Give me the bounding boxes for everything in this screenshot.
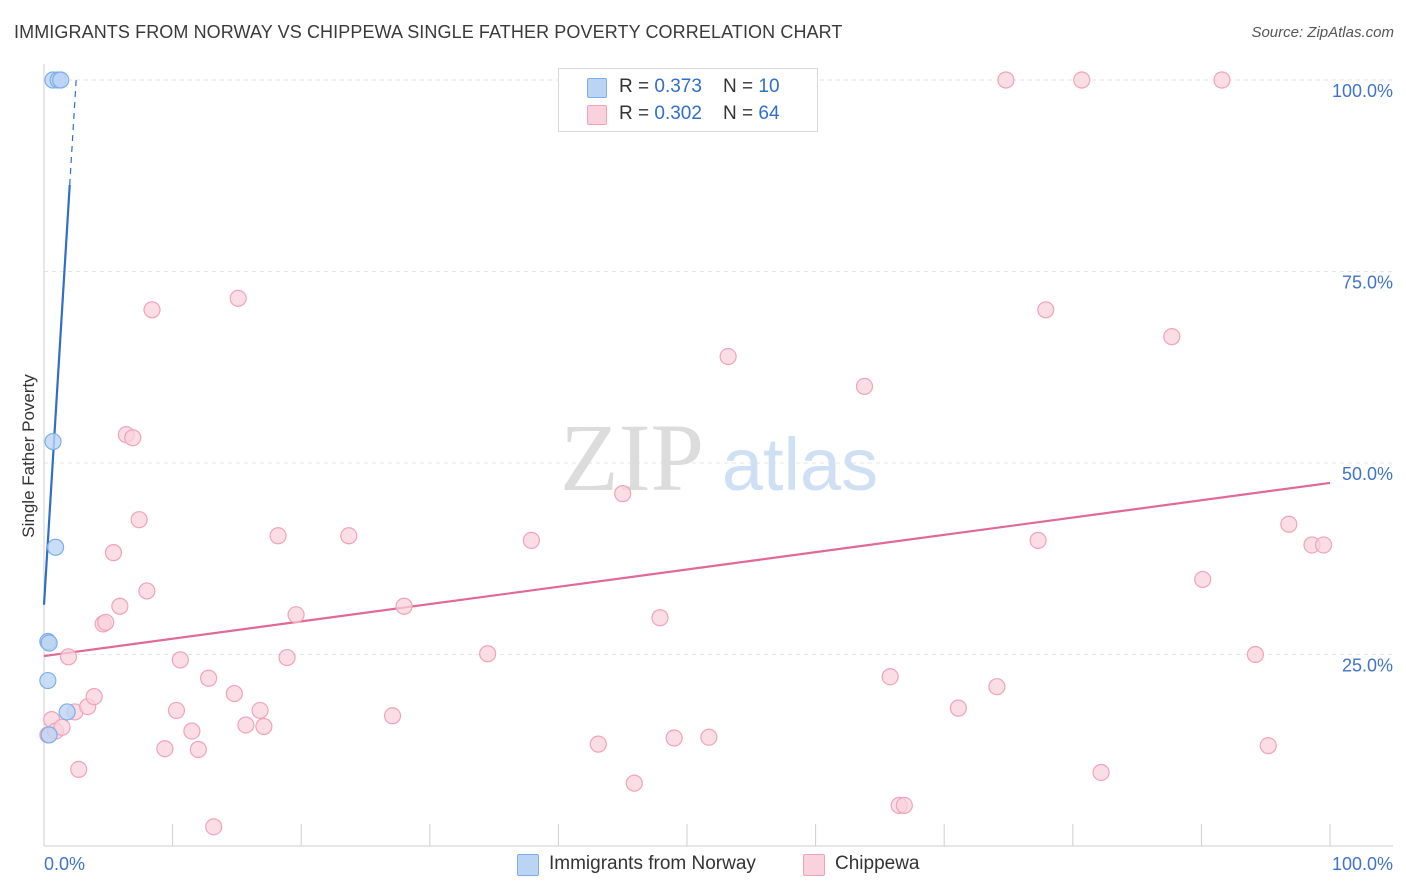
chippewa-point — [614, 485, 632, 503]
chippewa-point — [1259, 737, 1277, 755]
norway-point — [52, 71, 70, 89]
trend-lines — [42, 79, 1331, 658]
chippewa-point — [1246, 645, 1265, 664]
chippewa-point — [97, 613, 115, 631]
chippewa-swatch — [587, 105, 607, 125]
chippewa-point — [1194, 570, 1212, 589]
chippewa-point — [700, 728, 718, 746]
chippewa-point — [111, 597, 129, 615]
chippewa-r-value: 0.302 — [654, 103, 702, 124]
chippewa-n-value: 64 — [758, 103, 780, 124]
y-tick-label: 25.0% — [1342, 656, 1393, 676]
norway-r-value: 0.373 — [654, 76, 702, 97]
norway-stats-text: R = 0.373 N = 10 — [619, 76, 780, 98]
chippewa-point — [138, 582, 156, 600]
chippewa-point — [189, 740, 207, 759]
gridlines — [44, 79, 1393, 655]
legend-chippewa-swatch — [803, 854, 825, 876]
norway-point — [40, 634, 58, 652]
chippewa-point — [143, 301, 161, 319]
chippewa-point — [237, 716, 255, 734]
chippewa-point — [1314, 536, 1333, 554]
chippewa-point — [59, 648, 78, 666]
chippewa-point — [895, 796, 913, 815]
axes: 25.0% 50.0% 75.0% 100.0% 0.0% 100.0% — [43, 64, 1393, 874]
chippewa-point — [255, 717, 273, 736]
chippewa-point — [383, 707, 402, 725]
chippewa-point — [651, 609, 669, 627]
chippewa-point — [881, 668, 899, 686]
chippewa-point — [395, 597, 413, 615]
chippewa-point — [665, 729, 683, 747]
norway-point — [44, 432, 62, 451]
chippewa-point — [171, 651, 189, 669]
chippewa-r-label: R = — [619, 103, 655, 124]
watermark-atlas: atlas — [722, 423, 878, 506]
norway-n-label: N = — [723, 76, 759, 97]
norway-point — [46, 538, 65, 556]
chart-source: Source: ZipAtlas.com — [1251, 24, 1394, 41]
chippewa-point — [269, 527, 287, 545]
chippewa-point — [200, 669, 218, 687]
chippewa-point — [988, 678, 1006, 696]
norway-point — [39, 671, 57, 690]
chippewa-point — [479, 645, 497, 663]
chippewa-point — [997, 71, 1015, 89]
chippewa-point — [278, 648, 296, 667]
chippewa-point — [225, 684, 243, 703]
chippewa-point — [251, 701, 269, 720]
chippewa-point — [124, 429, 142, 447]
chippewa-point — [167, 701, 186, 720]
watermark-zip: ZIP — [560, 404, 704, 511]
norway-r-label: R = — [619, 76, 655, 97]
chippewa-point — [1037, 301, 1055, 319]
chippewa-point — [205, 818, 223, 836]
chippewa-point — [340, 527, 358, 545]
chippewa-point — [229, 289, 247, 307]
y-tick-label: 50.0% — [1342, 464, 1393, 484]
chippewa-stats-text: R = 0.302 N = 64 — [619, 103, 780, 125]
norway-trend-line — [42, 184, 71, 605]
legend-norway-swatch — [517, 854, 539, 876]
chippewa-trend-line — [43, 481, 1331, 658]
norway-point — [40, 726, 58, 744]
chart-title: IMMIGRANTS FROM NORWAY VS CHIPPEWA SINGL… — [14, 22, 843, 42]
chippewa-point — [287, 606, 305, 624]
chippewa-point — [104, 544, 123, 562]
x-tick-label: 100.0% — [1332, 854, 1393, 874]
chippewa-point — [1029, 531, 1047, 549]
chippewa-point — [53, 718, 71, 736]
norway-trend-line-extension — [69, 79, 77, 185]
legend-norway-label: Immigrants from Norway — [549, 853, 756, 874]
chippewa-point — [522, 531, 540, 549]
chippewa-point — [589, 735, 607, 753]
y-axis-label: Single Father Poverty — [19, 374, 38, 538]
chippewa-point — [1163, 328, 1181, 346]
chippewa-point — [855, 377, 874, 395]
x-tick-label: 0.0% — [44, 854, 85, 874]
chippewa-n-label: N = — [723, 103, 759, 124]
chippewa-point — [719, 347, 737, 366]
chippewa-point — [1092, 763, 1110, 782]
norway-point — [58, 703, 76, 721]
chippewa-point — [130, 511, 148, 529]
chippewa-point — [183, 722, 201, 740]
data-points — [39, 71, 1333, 836]
chippewa-point — [1280, 515, 1298, 533]
norway-n-value: 10 — [758, 76, 780, 97]
chippewa-point — [156, 740, 174, 758]
chippewa-point — [70, 760, 88, 779]
chippewa-point — [1213, 71, 1231, 89]
watermark: ZIP atlas — [560, 404, 878, 511]
y-tick-label: 75.0% — [1342, 273, 1393, 293]
chippewa-point — [625, 774, 643, 792]
y-tick-label: 100.0% — [1332, 81, 1393, 101]
stats-legend: R = 0.373 N = 10 R = 0.302 N = 64 — [558, 68, 818, 132]
chippewa-point — [949, 699, 967, 717]
norway-swatch — [587, 78, 607, 98]
legend-chippewa-label: Chippewa — [835, 853, 920, 874]
chippewa-point — [85, 688, 103, 706]
chippewa-point — [1073, 71, 1091, 89]
